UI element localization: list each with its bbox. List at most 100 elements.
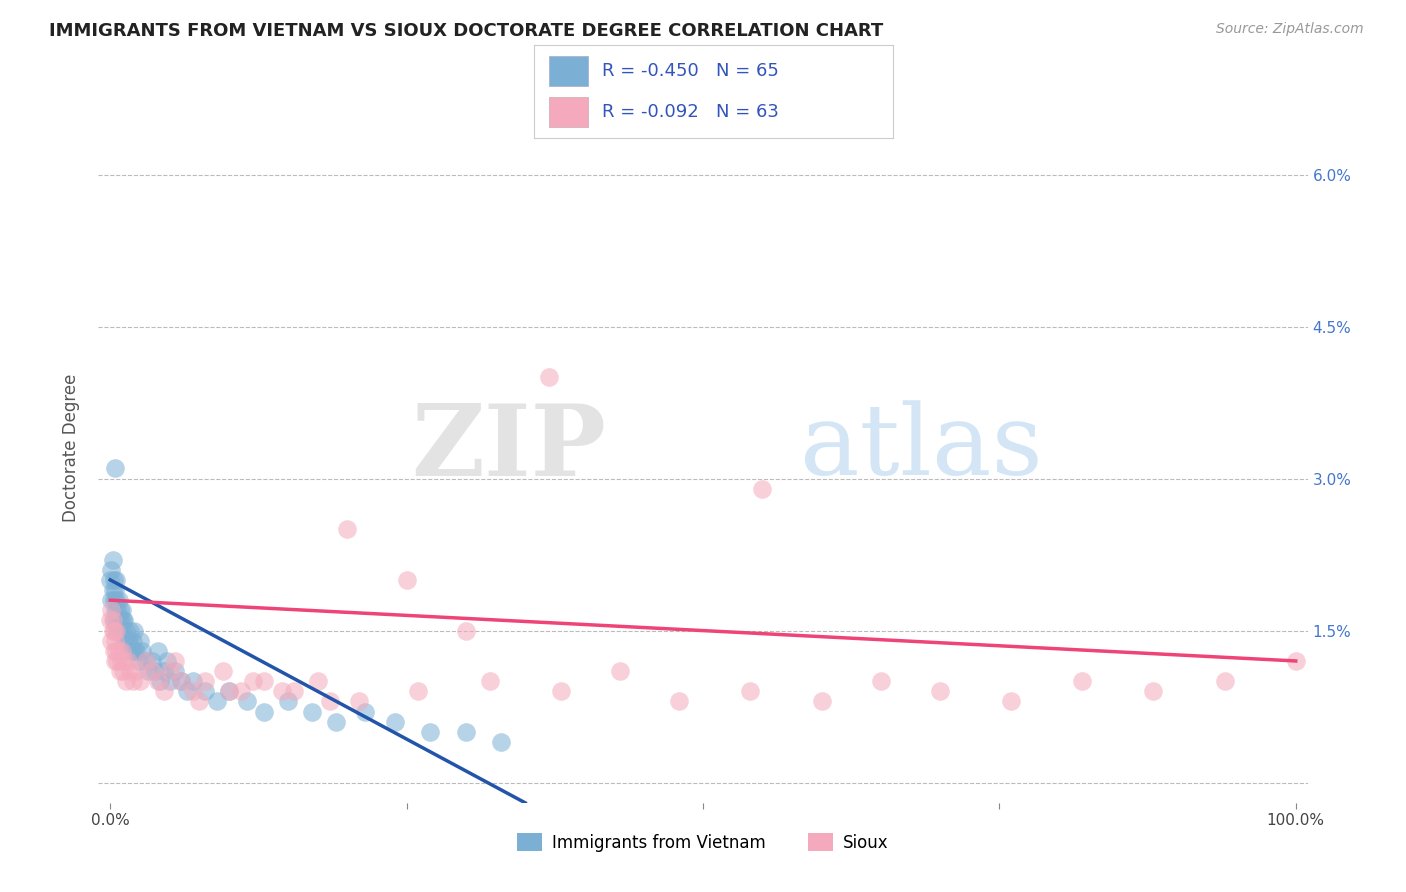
- Point: [218, 684, 240, 698]
- Point: [1142, 684, 1164, 698]
- Point: [146, 674, 169, 689]
- Point: [100, 633, 122, 648]
- Point: [107, 644, 129, 658]
- Point: [112, 614, 135, 628]
- Text: R = -0.450   N = 65: R = -0.450 N = 65: [602, 62, 779, 79]
- Point: [101, 583, 124, 598]
- Point: [110, 654, 132, 668]
- Point: [105, 593, 128, 607]
- Point: [103, 573, 125, 587]
- Point: [1000, 694, 1022, 708]
- Point: [1285, 654, 1308, 668]
- Point: [740, 684, 762, 698]
- Text: Source: ZipAtlas.com: Source: ZipAtlas.com: [1216, 22, 1364, 37]
- Point: [668, 694, 690, 708]
- Legend: Immigrants from Vietnam, Sioux: Immigrants from Vietnam, Sioux: [510, 827, 896, 858]
- Point: [104, 583, 127, 598]
- Point: [384, 714, 406, 729]
- Point: [318, 694, 340, 708]
- Point: [114, 674, 136, 689]
- Point: [108, 603, 131, 617]
- Point: [235, 694, 257, 708]
- Point: [111, 603, 134, 617]
- Point: [347, 694, 370, 708]
- Point: [478, 674, 501, 689]
- Point: [105, 624, 128, 638]
- Point: [101, 614, 124, 628]
- Point: [550, 684, 572, 698]
- Point: [104, 654, 127, 668]
- Point: [122, 624, 145, 638]
- Point: [122, 644, 145, 658]
- Point: [143, 664, 166, 678]
- Point: [188, 694, 211, 708]
- Point: [121, 644, 143, 658]
- Point: [105, 603, 128, 617]
- Point: [271, 684, 294, 698]
- Point: [101, 624, 124, 638]
- Point: [152, 684, 174, 698]
- Point: [131, 644, 153, 658]
- Point: [301, 705, 323, 719]
- Point: [181, 684, 204, 698]
- Point: [103, 593, 125, 607]
- Point: [125, 664, 148, 678]
- Text: ZIP: ZIP: [412, 400, 606, 497]
- Point: [537, 370, 560, 384]
- Point: [100, 593, 122, 607]
- Point: [105, 573, 128, 587]
- Point: [108, 624, 131, 638]
- Point: [1213, 674, 1236, 689]
- Point: [103, 614, 125, 628]
- Point: [242, 674, 264, 689]
- Point: [105, 614, 128, 628]
- Text: atlas: atlas: [800, 401, 1042, 496]
- Point: [149, 674, 172, 689]
- Point: [159, 664, 181, 678]
- Point: [218, 684, 240, 698]
- Point: [104, 633, 127, 648]
- Point: [152, 664, 174, 678]
- Point: [253, 674, 276, 689]
- Point: [115, 633, 138, 648]
- Point: [100, 563, 122, 577]
- Point: [107, 614, 129, 628]
- Point: [491, 735, 513, 749]
- Point: [156, 654, 179, 668]
- Point: [135, 654, 157, 668]
- Bar: [548, 97, 588, 127]
- Point: [103, 624, 125, 638]
- Point: [170, 674, 193, 689]
- Point: [98, 573, 121, 587]
- Point: [212, 664, 235, 678]
- Point: [117, 654, 139, 668]
- Point: [419, 724, 441, 739]
- Point: [141, 654, 163, 668]
- Point: [129, 633, 152, 648]
- Point: [283, 684, 305, 698]
- Point: [205, 694, 228, 708]
- Point: [277, 694, 299, 708]
- Point: [135, 654, 157, 668]
- Point: [229, 684, 252, 698]
- Point: [117, 644, 139, 658]
- Point: [104, 461, 127, 475]
- Point: [111, 644, 134, 658]
- Point: [120, 624, 142, 638]
- Point: [111, 624, 134, 638]
- Point: [125, 644, 148, 658]
- Point: [129, 674, 152, 689]
- Point: [325, 714, 347, 729]
- Point: [354, 705, 377, 719]
- Point: [100, 603, 122, 617]
- Y-axis label: Doctorate Degree: Doctorate Degree: [62, 374, 80, 523]
- Point: [128, 654, 150, 668]
- Point: [253, 705, 276, 719]
- Point: [141, 664, 163, 678]
- Point: [108, 664, 131, 678]
- Point: [336, 522, 359, 536]
- Point: [136, 664, 159, 678]
- Text: IMMIGRANTS FROM VIETNAM VS SIOUX DOCTORATE DEGREE CORRELATION CHART: IMMIGRANTS FROM VIETNAM VS SIOUX DOCTORA…: [49, 22, 883, 40]
- Point: [454, 724, 477, 739]
- Point: [101, 552, 124, 566]
